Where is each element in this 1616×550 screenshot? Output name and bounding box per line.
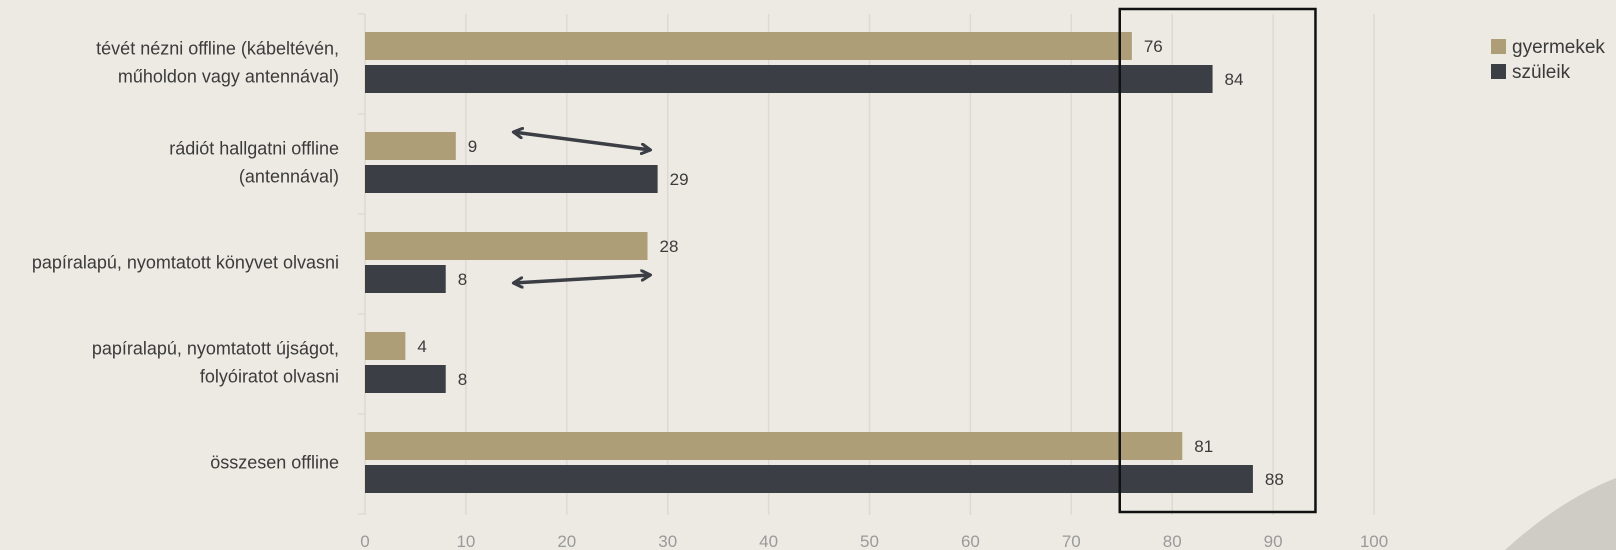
legend: gyermekek szüleik <box>1491 37 1605 83</box>
legend-swatch-gyermekek <box>1491 39 1506 54</box>
category-label-line: papíralapú, nyomtatott könyvet olvasni <box>32 253 339 273</box>
data-label-gyermekek-3: 4 <box>417 337 426 356</box>
data-label-szüleik-3: 8 <box>458 370 467 389</box>
category-ticks <box>358 13 365 515</box>
category-label-line: összesen offline <box>210 453 339 473</box>
category-label: papíralapú, nyomtatott könyvet olvasni <box>32 253 339 273</box>
bar-szüleik-4 <box>365 465 1253 493</box>
double-arrow-annotation <box>513 275 650 283</box>
x-tick-label: 40 <box>759 532 778 550</box>
legend-swatch-szüleik <box>1491 64 1506 79</box>
x-tick-label: 10 <box>456 532 475 550</box>
gridlines <box>364 14 1375 515</box>
x-tick-label: 50 <box>860 532 879 550</box>
bar-szüleik-2 <box>365 265 446 293</box>
x-tick-label: 0 <box>360 532 369 550</box>
category-label-line: (antennával) <box>239 167 339 187</box>
x-tick-labels: 0 10 20 30 40 50 60 70 80 90 100 <box>360 532 1388 550</box>
category-label: rádiót hallgatni offline (antennával) <box>169 139 339 187</box>
x-tick-label: 30 <box>658 532 677 550</box>
bar-szüleik-1 <box>365 165 658 193</box>
data-label-gyermekek-2: 28 <box>660 237 679 256</box>
highlight-box <box>1118 7 1317 514</box>
data-label-gyermekek-0: 76 <box>1144 37 1163 56</box>
legend-label-szüleik: szüleik <box>1512 62 1571 83</box>
corner-decoration <box>1505 478 1616 550</box>
bar-gyermekek-0 <box>365 32 1132 60</box>
bars <box>365 32 1253 493</box>
category-label-line: papíralapú, nyomtatott újságot, <box>92 339 339 359</box>
category-label-line: műholdon vagy antennával) <box>118 67 339 87</box>
x-tick-label: 20 <box>557 532 576 550</box>
data-label-szüleik-4: 88 <box>1265 470 1284 489</box>
bar-gyermekek-2 <box>365 232 648 260</box>
x-tick-label: 70 <box>1062 532 1081 550</box>
category-label: összesen offline <box>210 453 339 473</box>
x-tick-label: 80 <box>1163 532 1182 550</box>
category-label: tévét nézni offline (kábeltévén, műholdon… <box>96 39 339 87</box>
category-label: papíralapú, nyomtatott újságot, folyóirat… <box>92 339 339 387</box>
x-tick-label: 60 <box>961 532 980 550</box>
bar-szüleik-0 <box>365 65 1213 93</box>
category-label-line: folyóiratot olvasni <box>200 367 339 387</box>
data-label-szüleik-0: 84 <box>1225 70 1244 89</box>
bar-gyermekek-1 <box>365 132 456 160</box>
category-label-line: tévét nézni offline (kábeltévén, <box>96 39 339 59</box>
x-tick-label: 90 <box>1264 532 1283 550</box>
data-label-gyermekek-4: 81 <box>1194 437 1213 456</box>
bar-szüleik-3 <box>365 365 446 393</box>
x-tick-label: 100 <box>1360 532 1388 550</box>
data-label-szüleik-1: 29 <box>670 170 689 189</box>
data-label-szüleik-2: 8 <box>458 270 467 289</box>
data-label-gyermekek-1: 9 <box>468 137 477 156</box>
double-arrow-annotation <box>513 132 650 150</box>
category-labels: tévét nézni offline (kábeltévén, műholdon… <box>32 39 339 473</box>
category-label-line: rádiót hallgatni offline <box>169 139 339 159</box>
bar-gyermekek-3 <box>365 332 406 360</box>
legend-label-gyermekek: gyermekek <box>1512 37 1605 58</box>
bar-gyermekek-4 <box>365 432 1183 460</box>
